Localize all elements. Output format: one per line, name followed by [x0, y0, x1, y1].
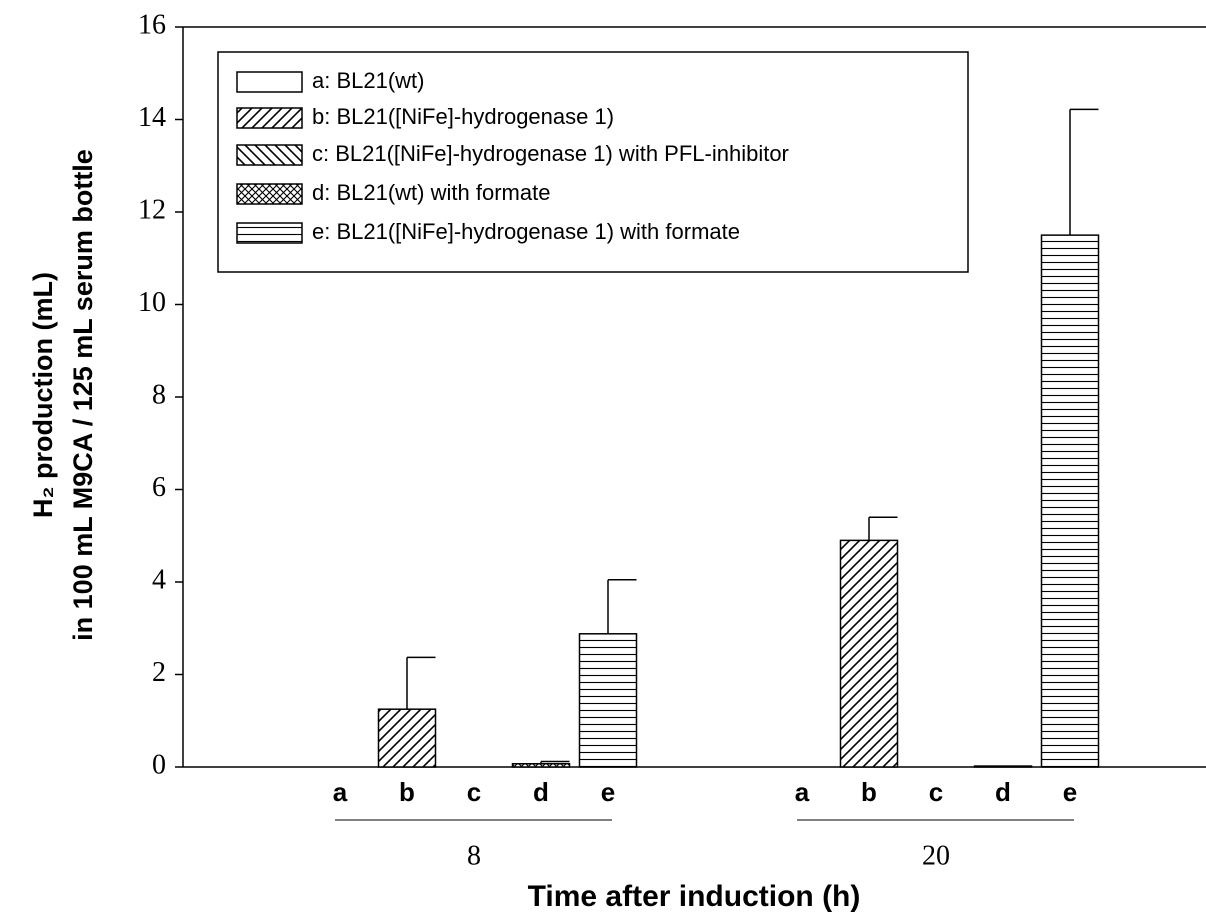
legend-swatch	[236, 222, 303, 244]
y-tick-label: 6	[152, 472, 166, 503]
sub-category-label: a	[333, 777, 348, 807]
bar	[511, 763, 571, 768]
sub-category-label: d	[995, 777, 1011, 807]
error-bar	[607, 578, 637, 634]
legend-label: b: BL21([NiFe]-hydrogenase 1)	[312, 104, 614, 129]
y-tick-label: 16	[138, 9, 166, 40]
bar	[973, 765, 1033, 768]
y-tick-label: 10	[138, 287, 166, 318]
bar	[377, 708, 437, 768]
sub-category-label: b	[399, 777, 415, 807]
legend-label: d: BL21(wt) with formate	[312, 180, 550, 205]
error-bar	[868, 516, 898, 541]
x-tick-label: 20	[922, 840, 950, 871]
error-bar	[1069, 108, 1099, 236]
bar	[1040, 234, 1100, 768]
y-axis-label: in 100 mL M9CA / 125 mL serum bottle	[68, 149, 98, 641]
bar	[578, 633, 638, 768]
legend-box	[217, 51, 969, 273]
legend-swatch	[236, 183, 303, 205]
y-tick-label: 8	[152, 379, 166, 410]
error-bar	[406, 656, 436, 710]
x-axis-label: Time after induction (h)	[528, 880, 861, 913]
bar	[839, 539, 899, 768]
sub-category-label: b	[861, 777, 877, 807]
sub-category-label: a	[795, 777, 810, 807]
sub-category-label: e	[1063, 777, 1077, 807]
legend-label: c: BL21([NiFe]-hydrogenase 1) with PFL-i…	[312, 141, 789, 166]
y-tick-label: 0	[152, 749, 166, 780]
legend-swatch	[236, 107, 303, 129]
error-bar	[540, 760, 570, 764]
legend-label: e: BL21([NiFe]-hydrogenase 1) with forma…	[312, 219, 740, 244]
y-tick-label: 4	[152, 564, 166, 595]
sub-category-label: d	[533, 777, 549, 807]
legend-swatch	[236, 144, 303, 166]
sub-category-label: e	[601, 777, 615, 807]
legend-label: a: BL21(wt)	[312, 68, 425, 93]
sub-category-label: c	[467, 777, 481, 807]
y-axis-label: H₂ production (mL)	[28, 272, 58, 518]
sub-category-label: c	[929, 777, 943, 807]
x-tick-label: 8	[467, 840, 481, 871]
y-tick-label: 12	[138, 194, 166, 225]
legend-swatch	[236, 71, 303, 93]
y-tick-label: 14	[138, 102, 166, 133]
y-tick-label: 2	[152, 657, 166, 688]
